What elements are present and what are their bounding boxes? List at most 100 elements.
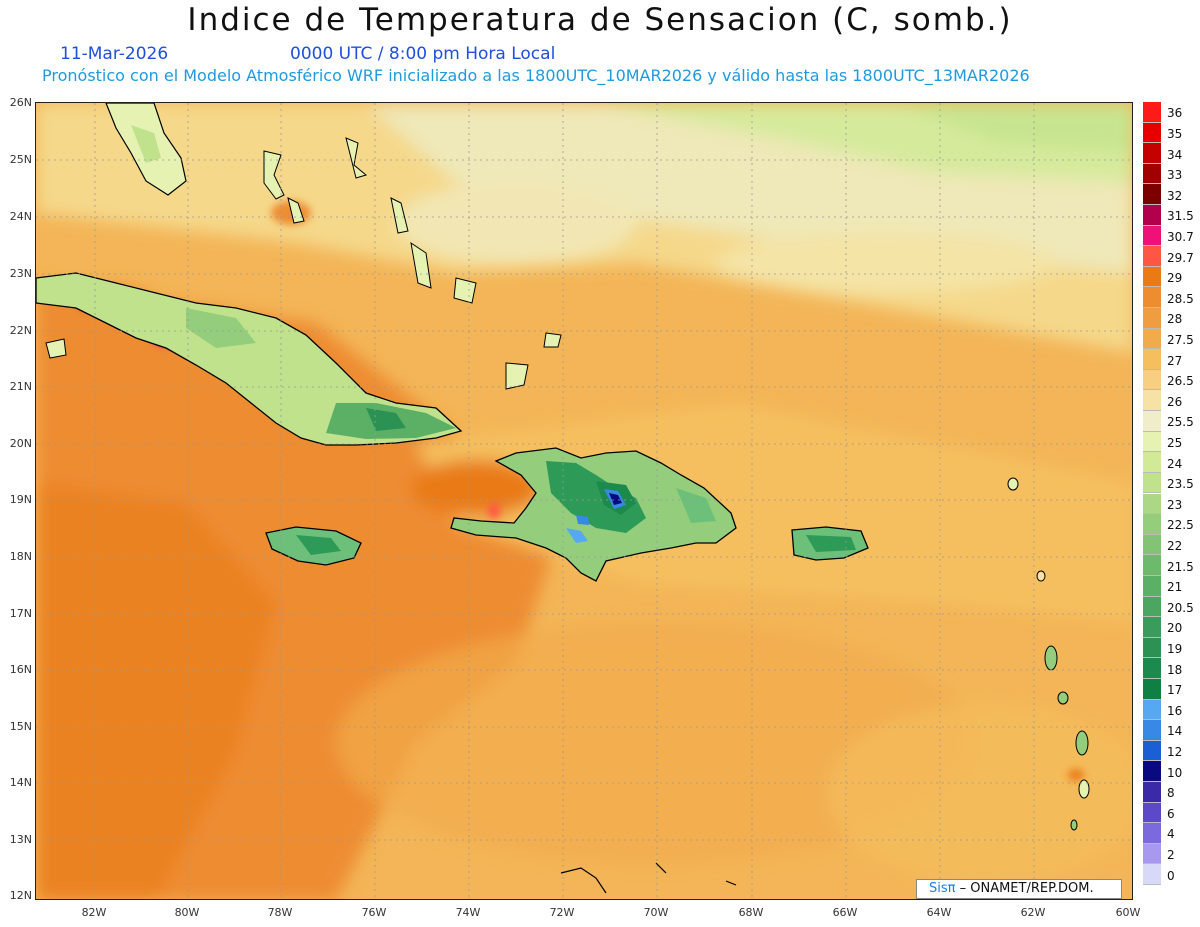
lat-label: 18N xyxy=(9,550,32,563)
lon-label: 76W xyxy=(361,906,387,919)
legend-swatch xyxy=(1143,143,1161,164)
legend-label: 8 xyxy=(1167,786,1175,801)
legend-label: 26.5 xyxy=(1167,374,1194,389)
legend-label: 22 xyxy=(1167,539,1183,553)
legend-label: 28.5 xyxy=(1167,291,1194,306)
legend-swatch xyxy=(1143,678,1161,700)
lat-label: 21N xyxy=(9,380,32,393)
legend-label: 20.5 xyxy=(1167,600,1194,615)
lat-label: 13N xyxy=(9,833,32,846)
credit-text: ONAMET/REP.DOM. xyxy=(966,881,1094,896)
lon-label: 78W xyxy=(267,906,293,919)
legend-label: 23.5 xyxy=(1167,477,1194,492)
legend-swatch xyxy=(1143,720,1161,741)
legend-label: 30.7 xyxy=(1167,229,1194,244)
legend-label: 29.7 xyxy=(1167,250,1194,265)
lon-label: 70W xyxy=(643,906,669,919)
legend-label: 27.5 xyxy=(1167,332,1194,347)
land-hispaniola xyxy=(450,447,737,582)
credit-box: Sisπ – ONAMET/REP.DOM. xyxy=(916,879,1122,899)
lon-label: 62W xyxy=(1020,906,1046,919)
legend-swatch xyxy=(1143,431,1161,453)
legend-swatch xyxy=(1143,328,1161,350)
legend-label: 2 xyxy=(1167,848,1175,863)
lon-label: 66W xyxy=(832,906,858,919)
legend-swatch xyxy=(1143,617,1161,638)
legend-label: 25 xyxy=(1167,435,1183,450)
lon-label: 80W xyxy=(174,906,200,919)
land-jamaica xyxy=(265,526,362,566)
legend-label: 23 xyxy=(1167,497,1183,512)
legend-swatch xyxy=(1143,369,1161,391)
legend-swatch xyxy=(1143,781,1161,803)
land-lesser-antilles xyxy=(1007,477,1090,831)
forecast-time: 0000 UTC / 8:00 pm Hora Local xyxy=(290,44,556,64)
lon-label: 74W xyxy=(455,906,481,919)
legend-swatch xyxy=(1143,534,1161,556)
map-title: Indice de Temperatura de Sensacion (C, s… xyxy=(187,2,1013,38)
legend-label: 17 xyxy=(1167,683,1183,698)
lat-label: 16N xyxy=(9,663,32,676)
legend-swatch xyxy=(1143,411,1161,432)
lat-label: 25N xyxy=(9,153,32,166)
lon-label: 60W xyxy=(1115,906,1141,919)
legend-swatch xyxy=(1143,308,1161,329)
legend-label: 29 xyxy=(1167,271,1183,286)
legend-label: 27 xyxy=(1167,353,1183,368)
map-area[interactable] xyxy=(35,102,1133,900)
lat-label: 24N xyxy=(9,210,32,223)
legend-swatch xyxy=(1143,864,1161,885)
lat-label: 17N xyxy=(9,607,32,620)
legend-swatch xyxy=(1143,452,1161,473)
legend-swatch xyxy=(1143,514,1161,535)
legend-label: 18 xyxy=(1167,662,1183,677)
lon-label: 72W xyxy=(549,906,575,919)
legend-label: 31.5 xyxy=(1167,209,1194,224)
legend-swatch xyxy=(1143,287,1161,309)
legend-swatch xyxy=(1143,740,1161,762)
legend-swatch xyxy=(1143,266,1161,288)
legend-swatch xyxy=(1143,246,1161,267)
legend-label: 20 xyxy=(1167,621,1183,636)
legend-label: 19 xyxy=(1167,642,1183,657)
legend-label: 26 xyxy=(1167,394,1183,409)
legend-label: 33 xyxy=(1167,168,1183,183)
lat-label: 23N xyxy=(9,267,32,280)
legend-label: 10 xyxy=(1167,765,1183,780)
lat-label: 22N xyxy=(9,324,32,337)
land-cuba xyxy=(36,272,463,446)
land-puerto-rico xyxy=(791,526,869,561)
legend-label: 34 xyxy=(1167,147,1183,162)
legend-swatch xyxy=(1143,699,1161,721)
legend-swatch xyxy=(1143,493,1161,515)
lat-label: 26N xyxy=(9,96,32,109)
legend-swatch xyxy=(1143,225,1161,247)
graticule xyxy=(36,103,1132,899)
legend-swatch xyxy=(1143,472,1161,494)
legend-label: 12 xyxy=(1167,745,1183,760)
legend-label: 4 xyxy=(1167,827,1175,842)
lat-label: 12N xyxy=(9,889,32,902)
legend-swatch xyxy=(1143,658,1161,679)
lat-label: 15N xyxy=(9,720,32,733)
legend-swatch xyxy=(1143,575,1161,597)
land-bahamas xyxy=(263,137,562,390)
legend-label: 24 xyxy=(1167,456,1183,471)
legend-label: 36 xyxy=(1167,106,1183,121)
legend-label: 35 xyxy=(1167,126,1183,141)
land-florida xyxy=(105,103,187,196)
legend-label: 32 xyxy=(1167,188,1183,203)
forecast-date: 11-Mar-2026 xyxy=(60,44,169,64)
lon-label: 64W xyxy=(926,906,952,919)
legend-label: 16 xyxy=(1167,703,1183,718)
legend-label: 28 xyxy=(1167,312,1183,327)
legend-swatch xyxy=(1143,637,1161,659)
legend-swatch xyxy=(1143,802,1161,824)
map-canvas xyxy=(36,103,1132,899)
legend-label: 0 xyxy=(1167,868,1175,883)
land-south-america-coast xyxy=(560,862,737,894)
legend-label: 6 xyxy=(1167,806,1175,821)
legend-swatch xyxy=(1143,102,1161,123)
legend-swatch xyxy=(1143,205,1161,226)
legend-swatch xyxy=(1143,163,1161,185)
